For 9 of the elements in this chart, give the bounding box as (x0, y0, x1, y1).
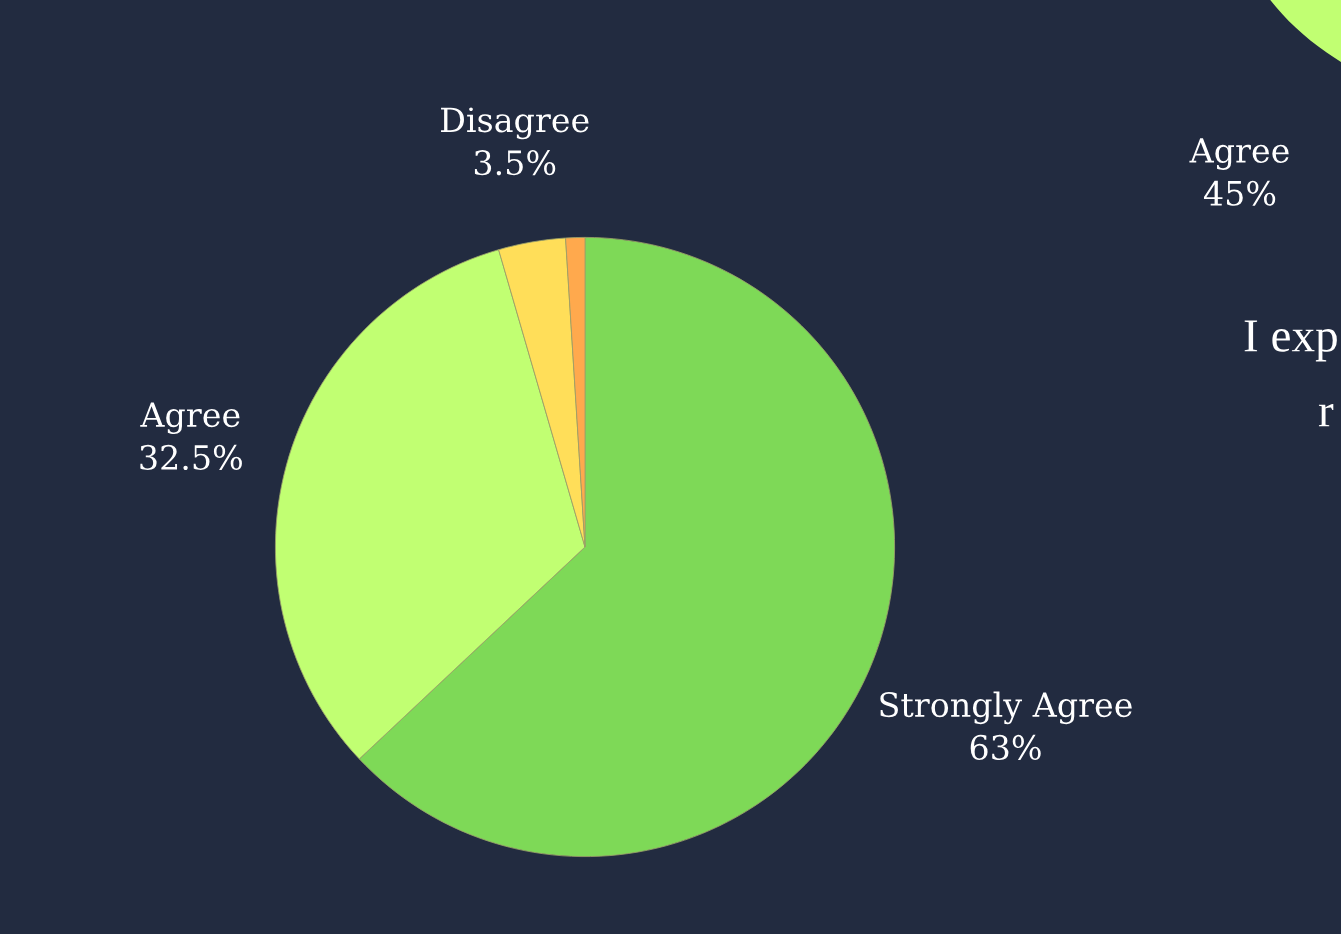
slice-label: Disagree (441, 107, 589, 140)
text: I exp (1244, 320, 1337, 362)
data-label: 3.5% (474, 150, 556, 176)
text: r (1318, 404, 1334, 427)
slice-label: Strongly Agree (880, 691, 1132, 725)
slice-label: Agree (140, 402, 240, 435)
data-label: 63% (970, 734, 1041, 761)
text: Agree 45% (1189, 138, 1289, 206)
data-label: 32.5% (140, 444, 242, 471)
